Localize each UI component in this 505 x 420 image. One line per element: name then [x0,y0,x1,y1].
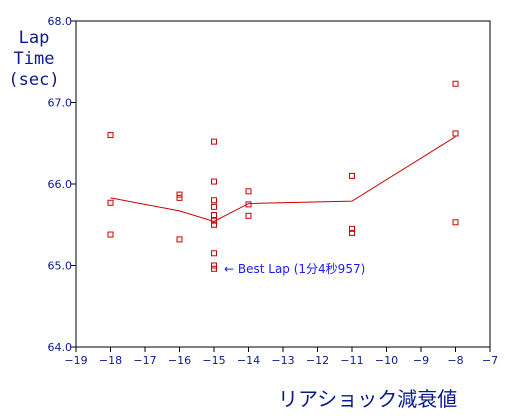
data-point [349,172,355,179]
x-tick-label: −8 [447,354,463,367]
data-point [211,265,217,272]
x-tick-label: −10 [375,354,398,367]
x-tick-label: −15 [202,354,225,367]
plot-frame [75,20,491,348]
data-point [211,250,217,257]
data-point [245,201,252,208]
data-point [211,138,217,145]
mean-line [110,136,456,223]
x-tick-label: −7 [482,354,498,367]
data-point [107,231,114,238]
data-point [176,191,183,198]
best-lap-annotation: ← Best Lap (1分4秒957) [224,262,365,276]
x-tick-label: −18 [99,354,122,367]
y-tick-label: 64.0 [48,341,73,354]
data-point [211,262,217,269]
data-point [452,219,459,226]
data-point [211,203,217,210]
x-tick-label: −12 [306,354,329,367]
data-point [211,221,217,228]
x-tick-label: −19 [64,354,87,367]
data-point [211,178,217,185]
data-point [349,225,355,232]
x-tick-label: −9 [413,354,429,367]
y-tick-label: 66.0 [48,178,73,191]
x-tick-label: −17 [133,354,156,367]
y-axis-label-line-1: Lap [18,28,50,48]
y-tick-label: 67.0 [48,97,73,110]
x-axis-label: リアショック減衰値 [278,387,458,411]
x-tick-label: −14 [237,354,260,367]
data-point [211,217,217,224]
data-point [176,236,183,243]
x-tick-label: −11 [340,354,363,367]
data-point [349,229,355,236]
data-point [452,80,459,87]
data-point [107,199,114,206]
y-tick-label: 65.0 [48,260,73,273]
data-point [211,211,217,218]
data-point [452,130,459,137]
data-point [107,132,114,139]
y-axis-label-line-2: Time [13,49,55,69]
y-tick-label: 68.0 [48,15,73,28]
data-point [245,212,252,219]
y-axis-label-line-3: (sec) [8,70,60,90]
data-point [211,197,217,204]
data-point [245,188,252,195]
x-tick-label: −13 [271,354,294,367]
data-point [176,194,183,201]
x-tick-label: −16 [168,354,191,367]
